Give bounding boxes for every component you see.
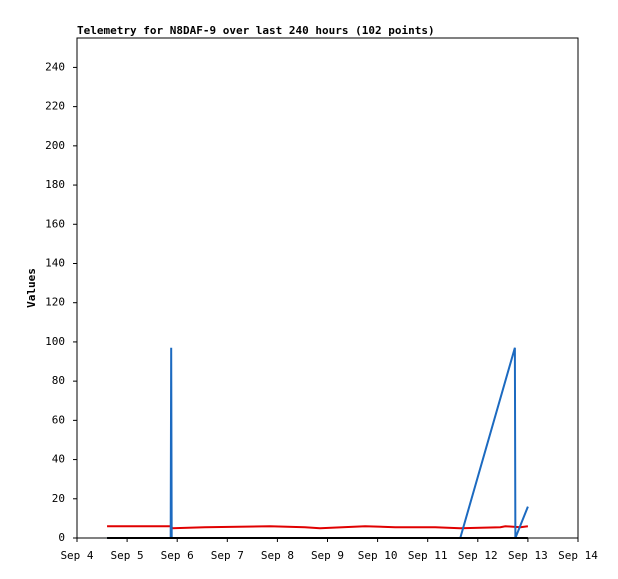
x-tick-label: Sep 4 <box>60 549 93 562</box>
x-tick-label: Sep 6 <box>161 549 194 562</box>
y-tick-label: 240 <box>45 60 65 73</box>
y-tick-label: 40 <box>52 453 65 466</box>
x-tick-label: Sep 7 <box>211 549 244 562</box>
x-tick-label: Sep 13 <box>508 549 548 562</box>
y-tick-label: 20 <box>52 492 65 505</box>
y-tick-label: 140 <box>45 256 65 269</box>
y-tick-label: 80 <box>52 374 65 387</box>
x-tick-label: Sep 8 <box>261 549 294 562</box>
series-line <box>107 347 529 539</box>
y-tick-label: 200 <box>45 139 65 152</box>
y-tick-label: 120 <box>45 296 65 309</box>
x-tick-label: Sep 9 <box>311 549 344 562</box>
y-tick-label: 60 <box>52 413 65 426</box>
y-axis-label: Values <box>25 268 38 308</box>
y-tick-label: 0 <box>58 531 65 544</box>
chart-title: Telemetry for N8DAF-9 over last 240 hour… <box>77 24 435 37</box>
y-tick-label: 220 <box>45 100 65 113</box>
x-tick-label: Sep 11 <box>408 549 448 562</box>
plot-frame <box>76 37 579 539</box>
y-tick-label: 160 <box>45 217 65 230</box>
y-tick-label: 100 <box>45 335 65 348</box>
series-line <box>107 525 529 530</box>
x-tick-label: Sep 14 <box>558 549 598 562</box>
y-tick-label: 180 <box>45 178 65 191</box>
x-tick-label: Sep 10 <box>358 549 398 562</box>
x-tick-label: Sep 5 <box>111 549 144 562</box>
x-tick-label: Sep 12 <box>458 549 498 562</box>
